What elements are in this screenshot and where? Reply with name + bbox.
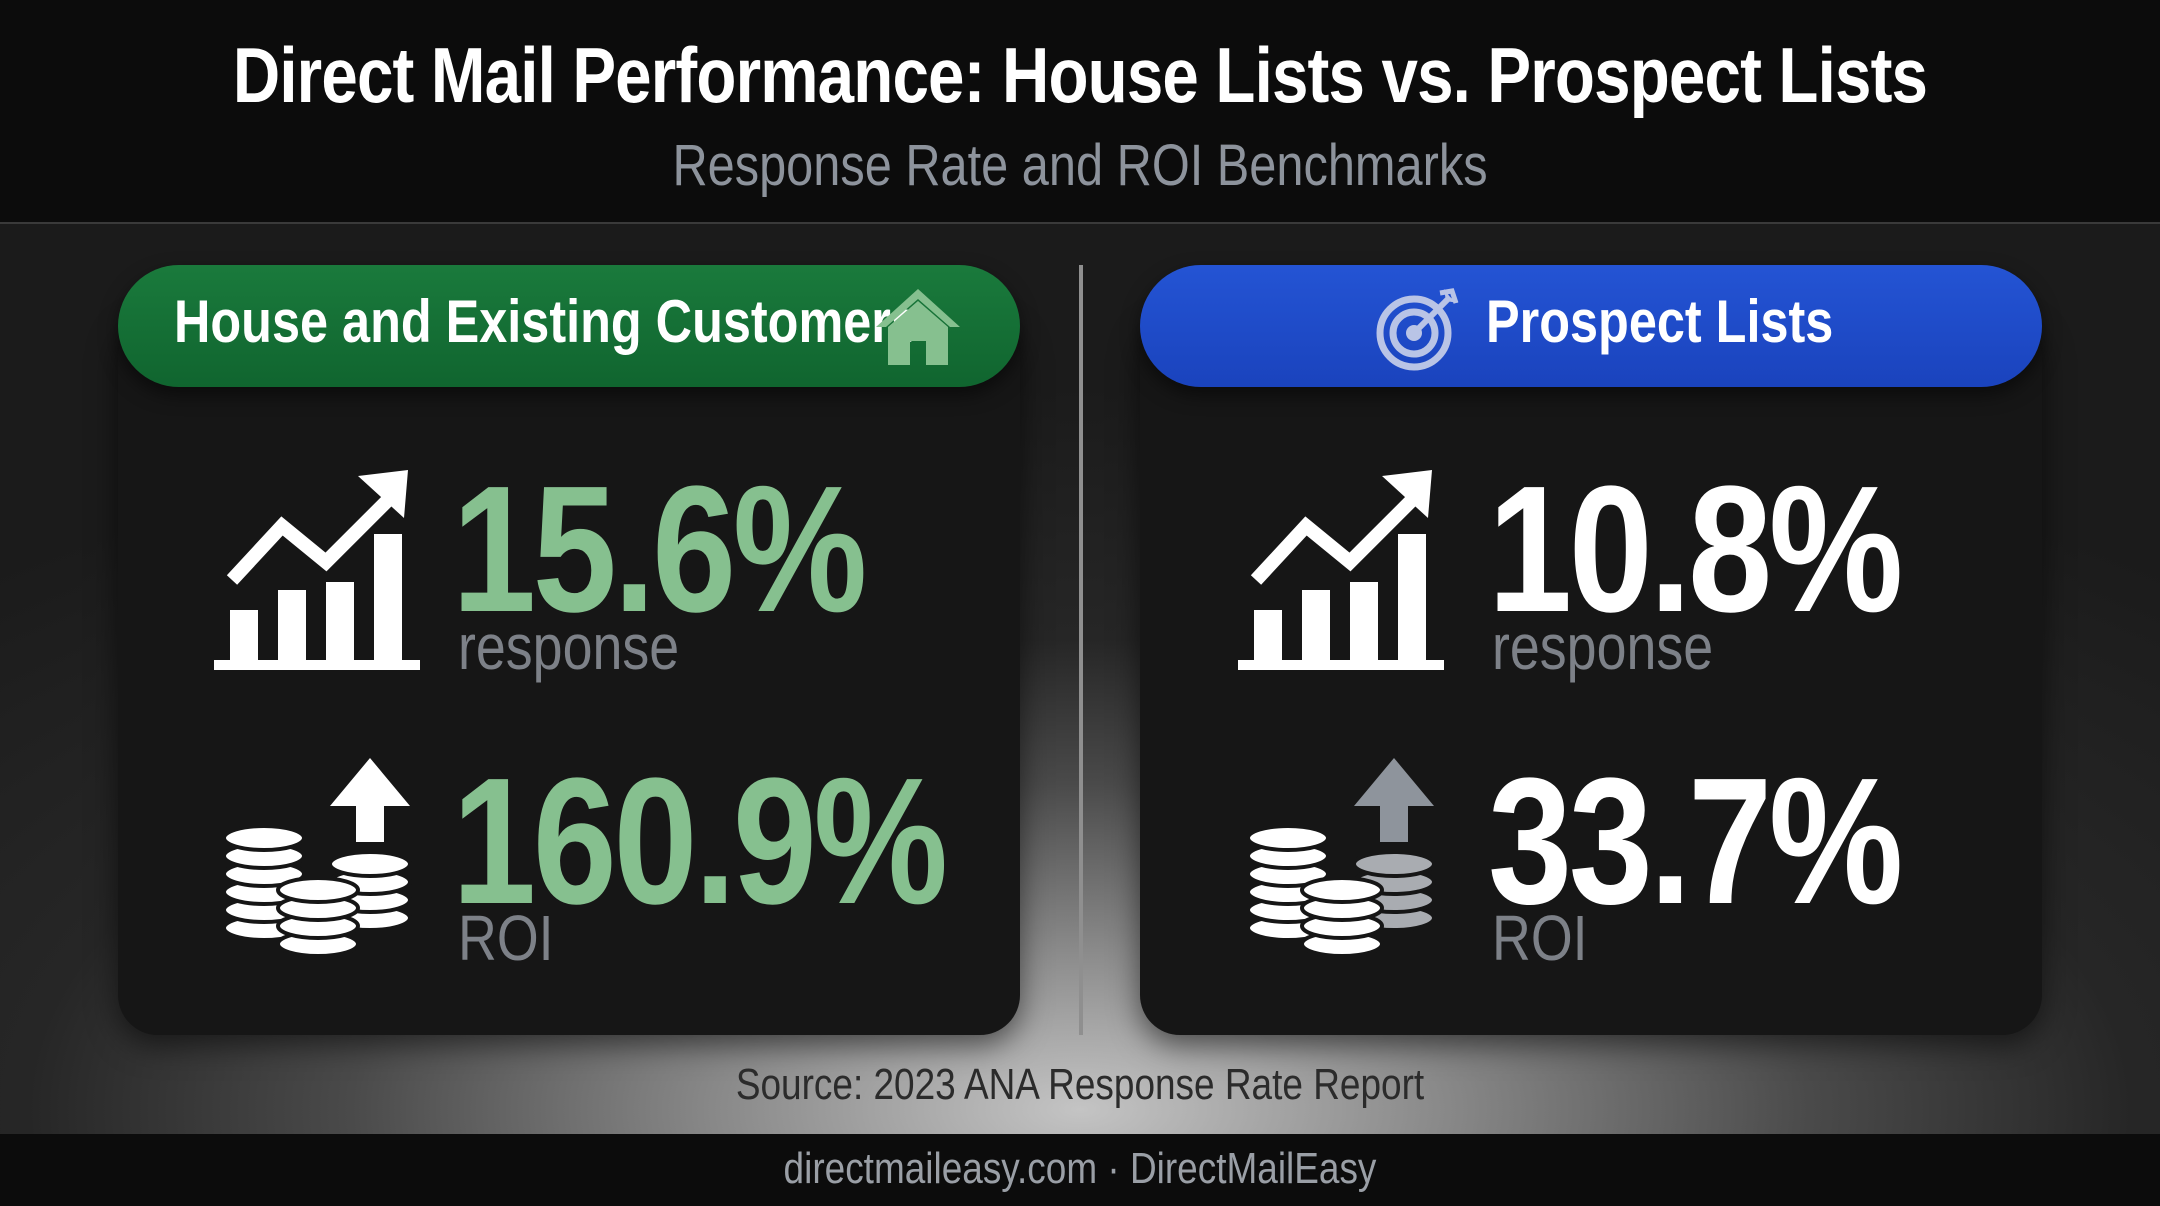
footer: directmaileasy.com · DirectMailEasy bbox=[0, 1134, 2160, 1206]
prospect-roi-label: ROI bbox=[1492, 902, 1588, 974]
header: Direct Mail Performance: House Lists vs.… bbox=[0, 0, 2160, 224]
page-subtitle: Response Rate and ROI Benchmarks bbox=[672, 133, 1488, 198]
prospect-response-value: 10.8% bbox=[1488, 449, 1903, 650]
growth-chart-icon bbox=[1238, 470, 1444, 670]
house-response-label: response bbox=[458, 611, 680, 683]
house-roi-value: 160.9% bbox=[452, 741, 948, 942]
target-icon bbox=[1376, 288, 1459, 371]
footer-credit: directmaileasy.com · DirectMailEasy bbox=[783, 1144, 1377, 1193]
divider bbox=[1079, 265, 1083, 1035]
coins-up-arrow-icon bbox=[222, 758, 412, 958]
growth-chart-icon bbox=[214, 470, 420, 670]
house-list-header: House and Existing Customers bbox=[118, 265, 1020, 387]
coins-up-arrow-icon bbox=[1246, 758, 1436, 958]
prospect-roi-value: 33.7% bbox=[1488, 741, 1903, 942]
source-note: Source: 2023 ANA Response Rate Report bbox=[735, 1060, 1425, 1109]
prospect-response-label: response bbox=[1492, 611, 1714, 683]
prospect-list-heading: Prospect Lists bbox=[1486, 288, 1834, 355]
prospect-list-header: Prospect Lists bbox=[1140, 265, 2042, 387]
page-title: Direct Mail Performance: House Lists vs.… bbox=[232, 31, 1928, 119]
house-icon bbox=[876, 289, 960, 365]
house-response-value: 15.6% bbox=[452, 449, 867, 650]
house-list-heading: House and Existing Customers bbox=[174, 288, 919, 355]
house-roi-label: ROI bbox=[458, 902, 554, 974]
